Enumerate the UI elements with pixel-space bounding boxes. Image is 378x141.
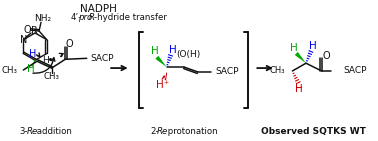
Text: -hydride transfer: -hydride transfer <box>93 13 166 22</box>
Polygon shape <box>155 56 167 67</box>
Text: H: H <box>295 83 303 93</box>
Text: CH₃: CH₃ <box>269 67 285 75</box>
Text: H: H <box>27 64 35 74</box>
Text: pro: pro <box>78 13 92 22</box>
Text: 4’-: 4’- <box>70 13 82 22</box>
Text: H: H <box>290 43 298 53</box>
Text: CH₃: CH₃ <box>2 67 17 75</box>
Text: R: R <box>89 13 94 22</box>
Text: NH₂: NH₂ <box>34 14 51 23</box>
Text: O: O <box>23 25 31 35</box>
Text: 2-: 2- <box>150 127 159 136</box>
Text: H: H <box>169 45 177 55</box>
Text: R: R <box>31 26 37 36</box>
Text: N: N <box>20 35 27 45</box>
Text: Re: Re <box>157 127 168 136</box>
Text: addition: addition <box>34 127 72 136</box>
Text: SACP: SACP <box>215 67 239 76</box>
Text: SACP: SACP <box>91 54 114 63</box>
Text: CH₃: CH₃ <box>43 72 60 81</box>
Text: SACP: SACP <box>343 67 367 75</box>
Text: H⁺: H⁺ <box>156 80 169 90</box>
Text: NADPH: NADPH <box>80 4 117 14</box>
Text: H: H <box>42 56 49 65</box>
Polygon shape <box>295 52 306 63</box>
Text: H: H <box>309 41 317 51</box>
Text: Observed SQTKS WT: Observed SQTKS WT <box>261 127 366 136</box>
Text: 3-: 3- <box>19 127 28 136</box>
Text: protonation: protonation <box>165 127 217 136</box>
Text: H: H <box>151 47 159 57</box>
Text: O: O <box>65 39 73 49</box>
Text: (O(H): (O(H) <box>176 50 200 59</box>
Text: H: H <box>29 49 37 59</box>
Text: O: O <box>323 51 330 61</box>
Text: Re: Re <box>26 127 37 136</box>
